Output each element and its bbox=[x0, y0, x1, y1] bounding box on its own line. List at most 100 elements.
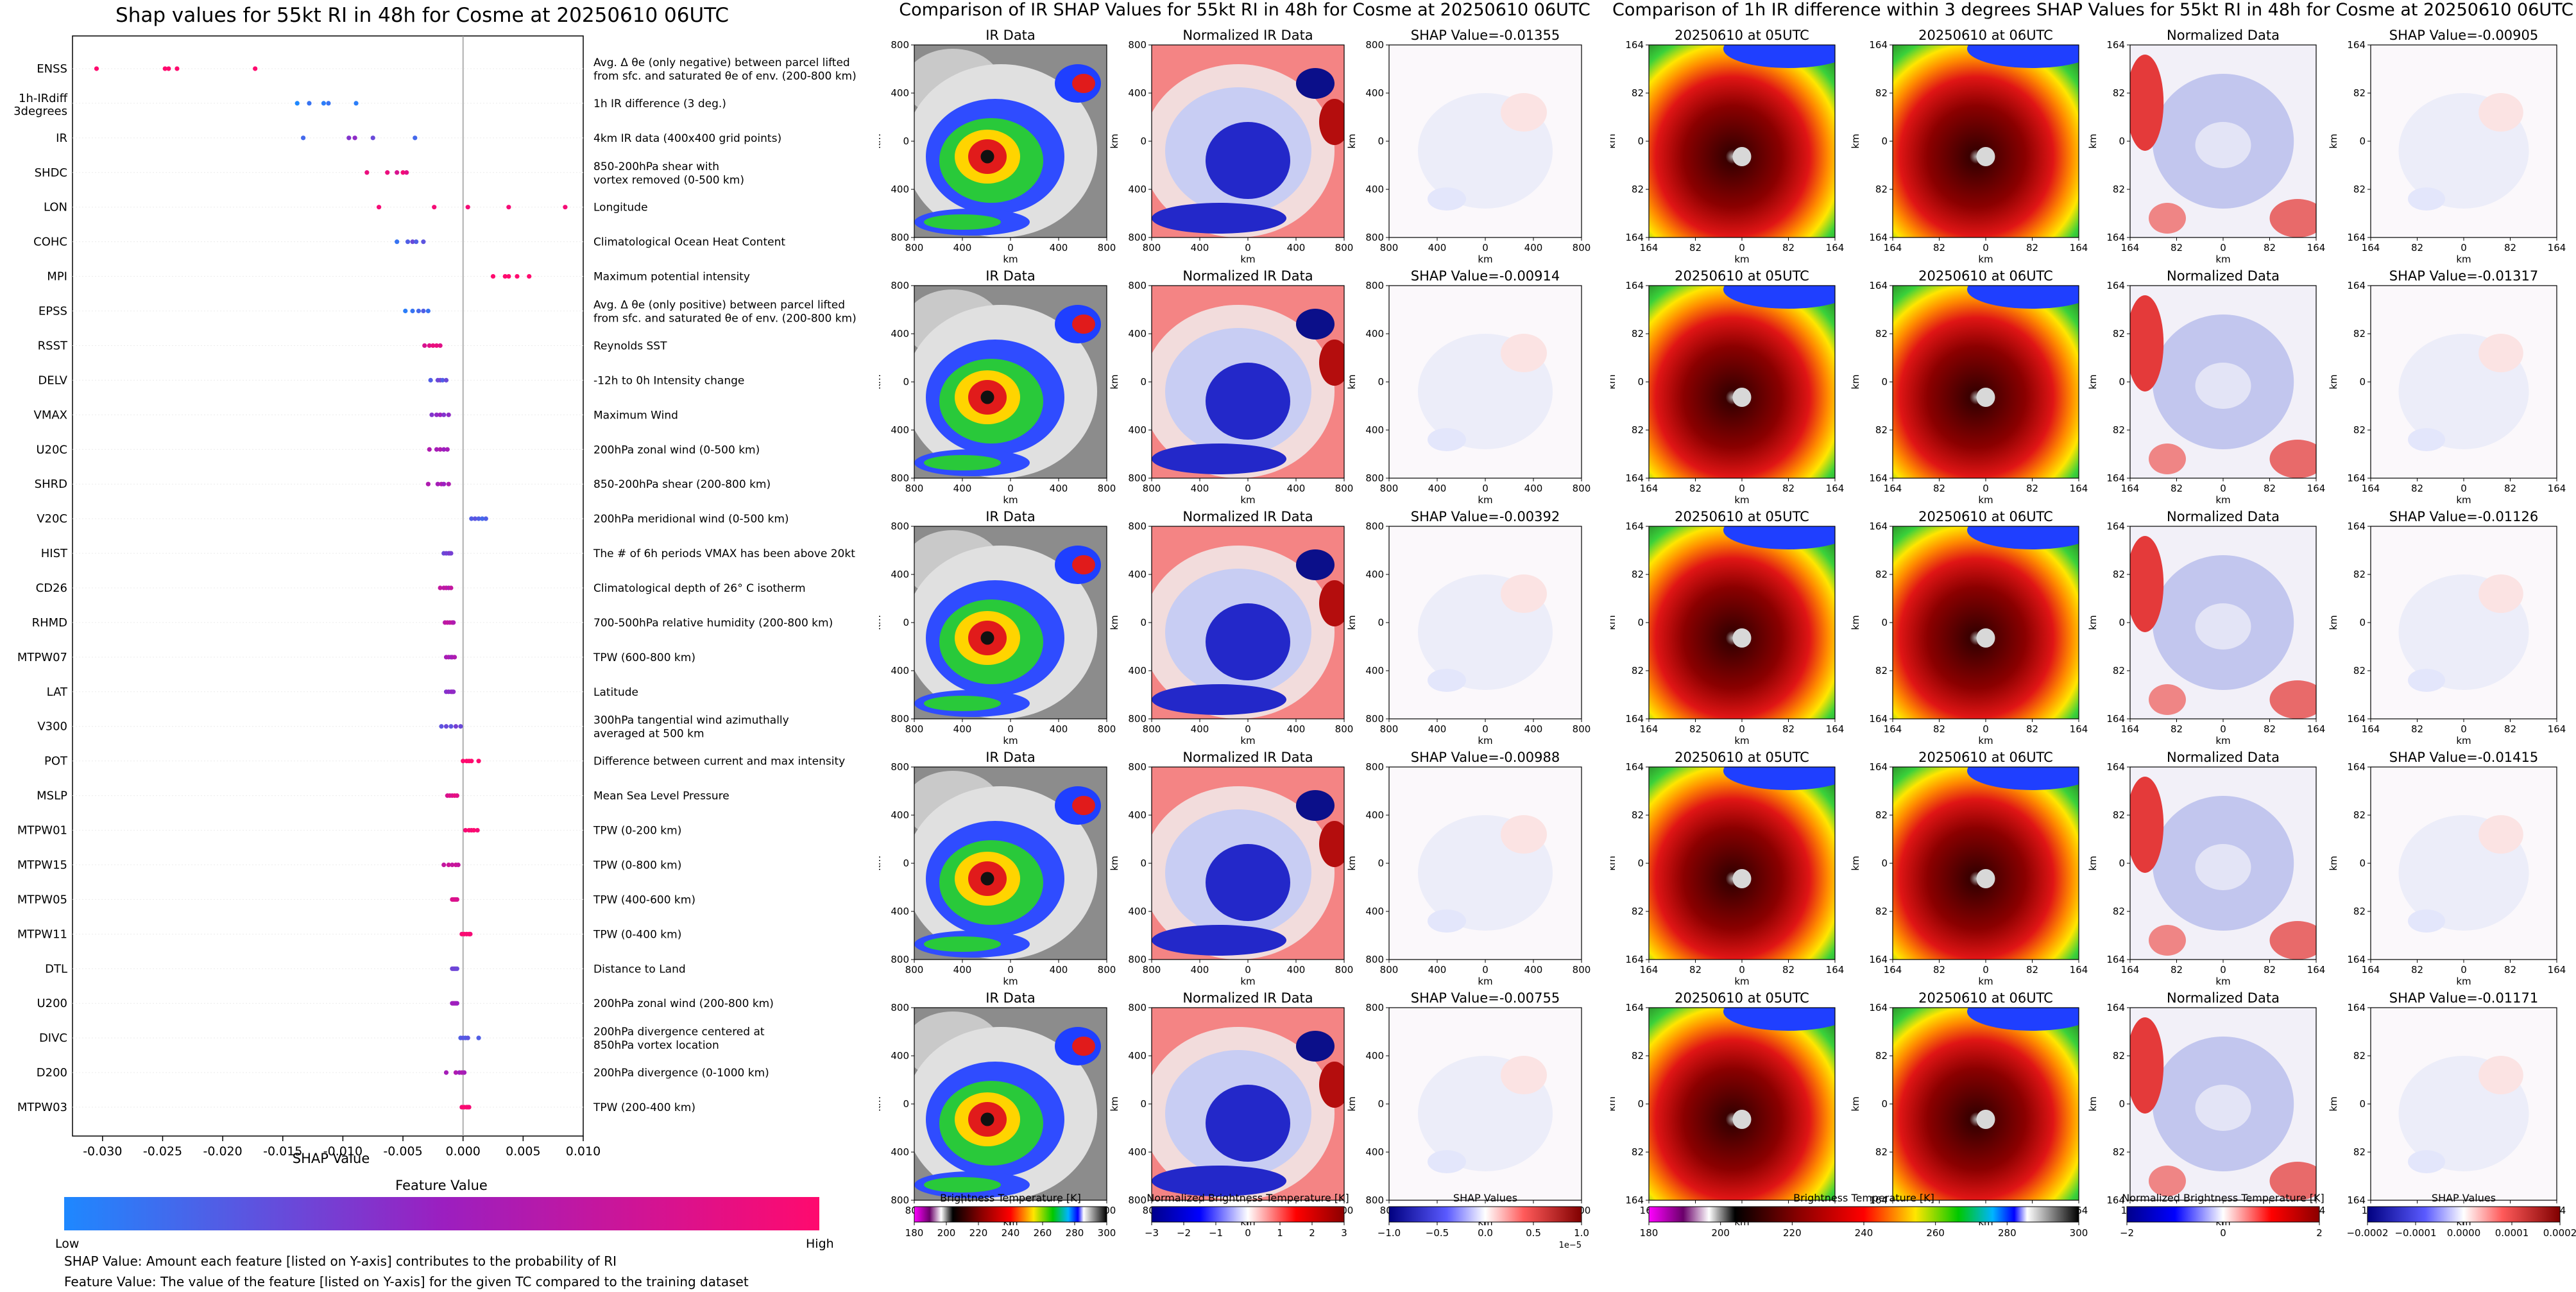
x-tick-label: 0.010 bbox=[566, 1144, 601, 1158]
shap-point bbox=[422, 343, 427, 349]
shap-point bbox=[443, 724, 449, 729]
shap-point bbox=[490, 273, 496, 279]
x-tick-label: 0 bbox=[1007, 242, 1014, 254]
feature-description: 850-200hPa shear with bbox=[593, 160, 719, 173]
x-tick-label: 400 bbox=[1524, 964, 1543, 976]
y-tick-label: 82 bbox=[1632, 328, 1644, 340]
x-tick-label: 164 bbox=[2548, 964, 2566, 976]
y-tick-label: 0 bbox=[1881, 617, 1888, 628]
shap-point bbox=[458, 724, 463, 729]
feature-row: LON Longitude bbox=[44, 201, 648, 214]
panel-image bbox=[2130, 1008, 2316, 1200]
map-panel: IR Data 800 400 0 400 800 km 800 400 0 400 800 km bbox=[871, 750, 1116, 987]
colorbar-tick-label: −3 bbox=[1145, 1227, 1159, 1239]
y-tick-label: 82 bbox=[1632, 184, 1644, 195]
shap-point bbox=[446, 412, 451, 417]
y-tick-label: 0 bbox=[2359, 617, 2366, 628]
feature-description: 200hPa zonal wind (0-500 km) bbox=[593, 444, 760, 456]
y-tick-label: 164 bbox=[1869, 232, 1888, 243]
panel-image bbox=[914, 526, 1107, 719]
x-tick-label: 164 bbox=[1826, 242, 1845, 254]
x-tick-label: 0 bbox=[2461, 964, 2467, 976]
y-tick-label: 400 bbox=[1365, 1146, 1384, 1158]
x-tick-label: 164 bbox=[2548, 483, 2566, 494]
y-tick-label: 164 bbox=[2106, 1194, 2125, 1206]
colorbar-tick-label: 300 bbox=[2070, 1227, 2088, 1239]
panel-title: IR Data bbox=[985, 750, 1036, 765]
shap-point bbox=[162, 66, 167, 71]
colorbar-label: SHAP Values bbox=[1453, 1192, 1517, 1204]
y-tick-label: 164 bbox=[1625, 761, 1644, 773]
y-axis-label: km bbox=[2087, 856, 2099, 870]
x-tick-label: -0.030 bbox=[83, 1144, 122, 1158]
y-tick-label: 800 bbox=[891, 954, 909, 965]
shap-point bbox=[456, 862, 461, 868]
feature-row: MPI Maximum potential intensity bbox=[47, 270, 750, 284]
x-tick-label: 82 bbox=[1933, 483, 1945, 494]
feature-description: 300hPa tangential wind azimuthally bbox=[593, 714, 789, 727]
panel-title: IR Data bbox=[985, 990, 1036, 1006]
panel-image bbox=[1152, 1008, 1344, 1200]
y-tick-label: 400 bbox=[1128, 809, 1147, 821]
y-tick-label: 82 bbox=[2113, 1146, 2125, 1158]
colorbar-gradient bbox=[2126, 1206, 2320, 1223]
x-tick-label: 0 bbox=[1245, 723, 1251, 735]
feature-row: DIVC 200hPa divergence centered at850hPa … bbox=[39, 1026, 765, 1052]
y-tick-label: 164 bbox=[1625, 280, 1644, 291]
y-tick-label: 400 bbox=[1365, 906, 1384, 917]
x-tick-label: 82 bbox=[1782, 483, 1795, 494]
y-tick-label: 164 bbox=[1869, 280, 1888, 291]
x-tick-label: 800 bbox=[1335, 723, 1354, 735]
x-axis-label: km bbox=[2456, 254, 2471, 265]
y-axis-label: km bbox=[1346, 856, 1358, 870]
feature-label: RSST bbox=[38, 339, 68, 352]
feature-description: 850hPa vortex location bbox=[593, 1039, 719, 1052]
x-axis-label: km bbox=[1978, 494, 1993, 506]
colorbar-tick-label: 240 bbox=[1855, 1227, 1873, 1239]
colorbar-tick-label: 220 bbox=[969, 1227, 988, 1239]
ir-section-title: Comparison of IR SHAP Values for 55kt RI… bbox=[899, 0, 1590, 20]
shap-point bbox=[448, 551, 454, 556]
y-tick-label: 164 bbox=[2106, 232, 2125, 243]
panel-title: SHAP Value=-0.00914 bbox=[1411, 268, 1560, 284]
y-tick-label: 0 bbox=[903, 1098, 909, 1110]
shap-point bbox=[441, 481, 447, 487]
y-tick-label: 400 bbox=[891, 184, 909, 195]
y-tick-label: 400 bbox=[1365, 809, 1384, 821]
y-tick-label: 0 bbox=[2119, 1098, 2125, 1110]
feature-description: TPW (0-200 km) bbox=[593, 825, 681, 838]
y-tick-label: 164 bbox=[2347, 472, 2366, 484]
panel-image bbox=[914, 45, 1107, 237]
x-tick-label: 400 bbox=[1050, 242, 1068, 254]
y-tick-label: 164 bbox=[1625, 232, 1644, 243]
feature-label: MPI bbox=[47, 270, 67, 284]
feature-description: TPW (400-600 km) bbox=[593, 893, 695, 906]
shap-point bbox=[502, 273, 508, 279]
y-tick-label: 800 bbox=[1365, 761, 1384, 773]
ir-diff-section: Comparison of 1h IR difference within 3 … bbox=[1606, 0, 2576, 1289]
x-tick-label: 0 bbox=[1007, 483, 1014, 494]
x-tick-label: 82 bbox=[2171, 242, 2183, 254]
panel-title: SHAP Value=-0.00988 bbox=[1411, 750, 1560, 765]
y-tick-label: 82 bbox=[1875, 184, 1888, 195]
y-axis-label: km bbox=[2328, 615, 2339, 630]
x-tick-label: 800 bbox=[1380, 483, 1399, 494]
shap-point bbox=[445, 447, 450, 452]
y-tick-label: 164 bbox=[1625, 39, 1644, 51]
y-tick-label: 800 bbox=[891, 521, 909, 532]
x-tick-label: 800 bbox=[1143, 242, 1161, 254]
y-axis-label: km bbox=[2087, 1096, 2099, 1111]
y-tick-label: 0 bbox=[2359, 1098, 2366, 1110]
y-tick-label: 164 bbox=[1869, 713, 1888, 725]
x-tick-label: 800 bbox=[1098, 242, 1116, 254]
y-tick-label: 0 bbox=[1140, 376, 1147, 388]
panel-image bbox=[1649, 1008, 1835, 1200]
x-tick-label: 400 bbox=[1428, 964, 1447, 976]
y-axis-label: km bbox=[1346, 615, 1358, 630]
y-axis-label: km bbox=[2087, 615, 2099, 630]
x-tick-label: 0 bbox=[2461, 242, 2467, 254]
shap-point bbox=[450, 862, 455, 868]
y-tick-label: 164 bbox=[2106, 761, 2125, 773]
feature-row: EPSS Avg. Δ θe (only positive) between pa… bbox=[38, 299, 857, 325]
x-tick-label: 82 bbox=[1689, 964, 1702, 976]
